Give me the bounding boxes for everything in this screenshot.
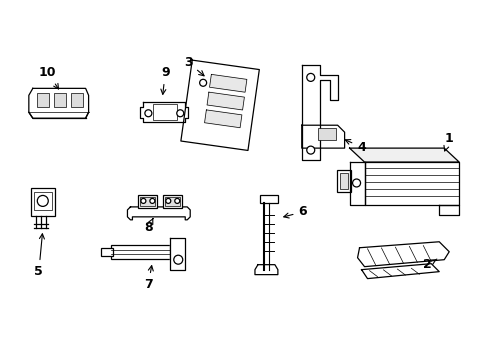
Text: 10: 10 — [39, 66, 59, 89]
Bar — [140, 197, 155, 206]
Polygon shape — [140, 102, 188, 122]
Polygon shape — [364, 162, 458, 205]
Bar — [165, 197, 180, 206]
Bar — [317, 128, 335, 140]
Bar — [31, 188, 55, 216]
Bar — [163, 195, 182, 208]
Circle shape — [144, 110, 152, 117]
Bar — [37, 93, 49, 107]
Text: 3: 3 — [183, 56, 203, 76]
Polygon shape — [301, 66, 337, 160]
Bar — [34, 192, 52, 210]
Bar — [71, 93, 82, 107]
Polygon shape — [181, 60, 259, 150]
Text: 8: 8 — [144, 219, 153, 234]
Bar — [54, 93, 65, 107]
Circle shape — [141, 198, 145, 203]
Bar — [110, 245, 170, 259]
Polygon shape — [349, 148, 458, 162]
Text: 6: 6 — [283, 205, 306, 219]
Text: 9: 9 — [161, 66, 169, 94]
Polygon shape — [204, 110, 242, 128]
Circle shape — [37, 195, 48, 206]
Polygon shape — [209, 75, 246, 92]
Text: 7: 7 — [143, 266, 153, 291]
Circle shape — [352, 179, 360, 187]
Polygon shape — [301, 125, 344, 148]
Polygon shape — [357, 242, 448, 267]
Polygon shape — [206, 92, 244, 110]
Bar — [336, 170, 350, 192]
Polygon shape — [361, 264, 438, 279]
Bar — [138, 195, 157, 208]
Polygon shape — [254, 265, 277, 275]
Circle shape — [176, 110, 183, 117]
Circle shape — [174, 198, 180, 203]
Circle shape — [306, 146, 314, 154]
Bar — [153, 104, 177, 120]
Polygon shape — [29, 88, 88, 118]
Polygon shape — [349, 162, 364, 205]
Circle shape — [165, 198, 170, 203]
Polygon shape — [170, 238, 185, 270]
Bar — [260, 195, 277, 203]
Circle shape — [149, 198, 155, 203]
Text: 4: 4 — [345, 140, 365, 154]
Bar — [339, 173, 347, 189]
Circle shape — [199, 79, 206, 86]
Circle shape — [306, 73, 314, 81]
Text: 1: 1 — [443, 132, 453, 151]
Text: 2: 2 — [422, 258, 436, 271]
Text: 5: 5 — [34, 234, 44, 278]
Polygon shape — [438, 205, 458, 215]
Polygon shape — [127, 207, 190, 220]
Circle shape — [173, 255, 183, 264]
Bar — [101, 248, 112, 256]
